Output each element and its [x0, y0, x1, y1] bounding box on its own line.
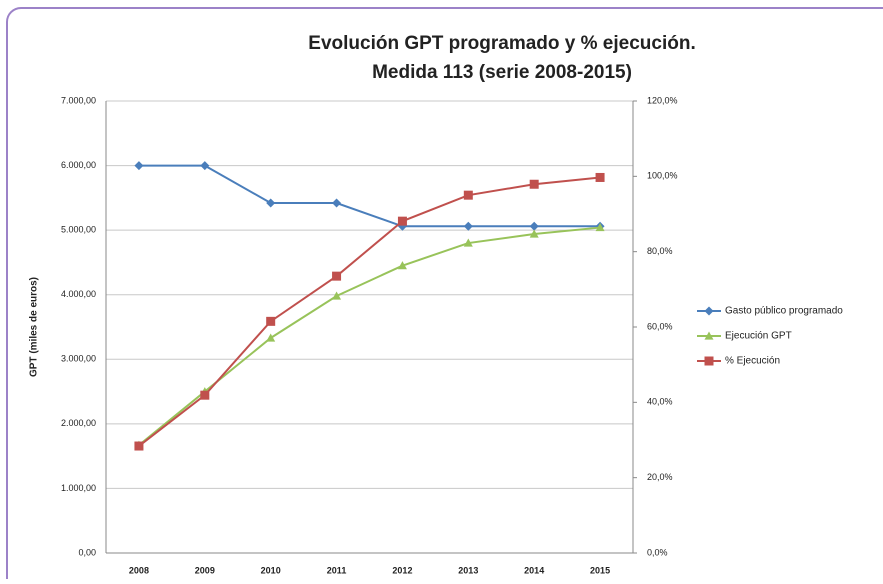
data-point — [595, 223, 605, 232]
y-tick-label: 4.000,00 — [61, 289, 96, 299]
legend-label: Ejecución GPT — [725, 331, 792, 342]
y-tick-label: 7.000,00 — [61, 95, 96, 105]
data-point — [529, 221, 539, 231]
card-frame — [6, 7, 883, 584]
y-tick-label: 6.000,00 — [61, 160, 96, 170]
x-tick-label: 2014 — [524, 565, 544, 575]
data-point — [463, 190, 473, 200]
y2-tick-label: 80,0% — [647, 246, 673, 256]
x-tick-label: 2009 — [195, 565, 215, 575]
x-tick-label: 2012 — [392, 565, 412, 575]
y-tick-label: 3.000,00 — [61, 354, 96, 364]
data-point — [332, 271, 342, 281]
data-point — [200, 161, 210, 171]
data-point — [266, 333, 276, 342]
y2-tick-label: 40,0% — [647, 397, 673, 407]
legend-label: % Ejecución — [725, 356, 780, 367]
y2-tick-label: 20,0% — [647, 472, 673, 482]
x-tick-label: 2008 — [129, 565, 149, 575]
data-point — [134, 441, 144, 451]
y-tick-label: 5.000,00 — [61, 225, 96, 235]
data-point — [134, 161, 144, 171]
x-tick-label: 2010 — [261, 565, 281, 575]
data-point — [332, 291, 342, 300]
data-point — [463, 238, 473, 247]
data-point — [529, 179, 539, 189]
data-point — [397, 261, 407, 270]
chart-title: Evolución GPT programado y % ejecución. — [308, 33, 695, 54]
data-point — [463, 221, 473, 231]
x-tick-label: 2015 — [590, 565, 610, 575]
legend-marker — [704, 306, 714, 316]
y2-tick-label: 60,0% — [647, 321, 673, 331]
x-tick-label: 2011 — [327, 565, 347, 575]
y-tick-label: 1.000,00 — [61, 483, 96, 493]
chart-subtitle: Medida 113 (serie 2008-2015) — [372, 62, 632, 83]
y-tick-label: 0,00 — [78, 547, 96, 557]
legend-marker — [704, 356, 714, 366]
legend-marker — [704, 331, 714, 340]
series-line — [138, 164, 601, 228]
data-point — [397, 216, 407, 226]
y-tick-label: 2.000,00 — [61, 418, 96, 428]
data-point — [529, 229, 539, 238]
data-point — [332, 198, 342, 208]
data-point — [266, 198, 276, 208]
data-point — [266, 316, 276, 326]
x-tick-label: 2013 — [458, 565, 478, 575]
data-point — [200, 390, 210, 400]
legend-label: Gasto público programado — [725, 306, 843, 317]
y-axis-label: GPT (miles de euros) — [29, 277, 40, 377]
y2-tick-label: 100,0% — [647, 171, 678, 181]
data-point — [595, 172, 605, 182]
y2-tick-label: 0,0% — [647, 547, 668, 557]
y2-tick-label: 120,0% — [647, 95, 678, 105]
series-line — [138, 176, 601, 447]
